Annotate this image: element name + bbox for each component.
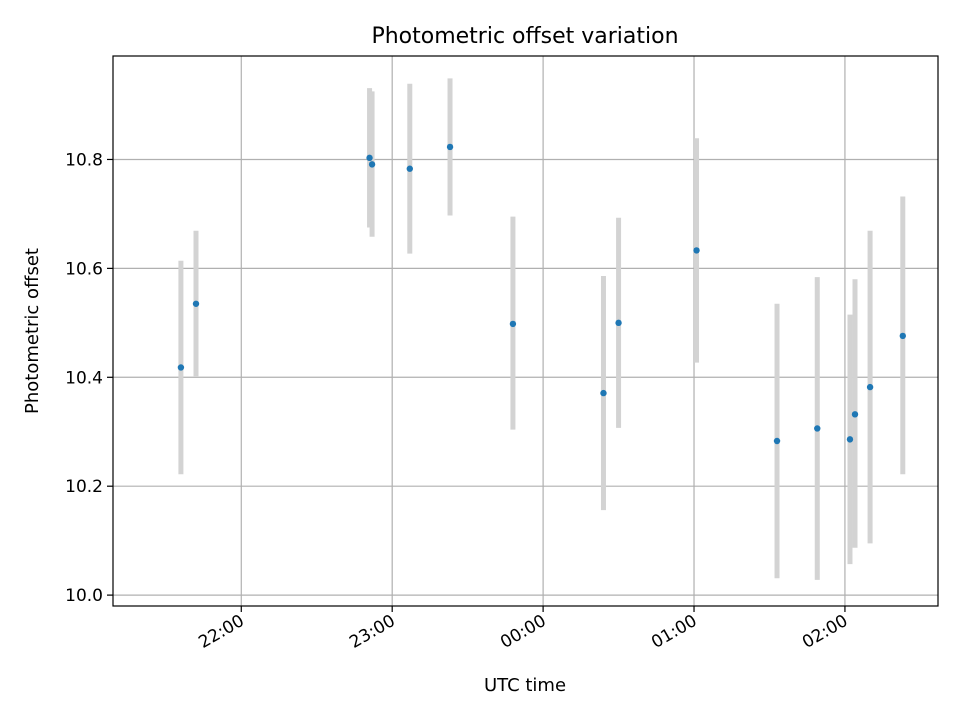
- y-tick-label: 10.4: [65, 368, 103, 388]
- data-point: [406, 165, 413, 172]
- data-point: [693, 247, 700, 254]
- y-tick-label: 10.6: [65, 259, 103, 279]
- data-point: [192, 300, 200, 307]
- data-point: [509, 320, 517, 328]
- y-axis-ticks: 10.0 10.2 10.4 10.6 10.8: [65, 150, 113, 606]
- data-point: [368, 161, 376, 168]
- data-point: [177, 364, 185, 371]
- data-point: [366, 154, 373, 162]
- gridlines: [113, 56, 938, 606]
- data-point: [851, 411, 859, 418]
- data-point: [846, 436, 854, 443]
- data-point: [615, 319, 622, 327]
- data-point: [446, 143, 454, 151]
- y-tick-label: 10.8: [65, 150, 103, 170]
- data-point: [600, 389, 607, 397]
- x-axis-label: UTC time: [484, 675, 566, 696]
- plot-frame: [112, 55, 939, 607]
- data-point: [814, 425, 821, 432]
- data-points: [177, 143, 906, 445]
- data-point: [866, 383, 874, 391]
- y-tick-label: 10.0: [65, 586, 103, 606]
- data-point: [899, 332, 906, 340]
- chart-title: Photometric offset variation: [371, 24, 678, 49]
- data-point: [773, 437, 781, 445]
- y-tick-label: 10.2: [65, 477, 103, 497]
- y-axis-label: Photometric offset: [22, 248, 43, 414]
